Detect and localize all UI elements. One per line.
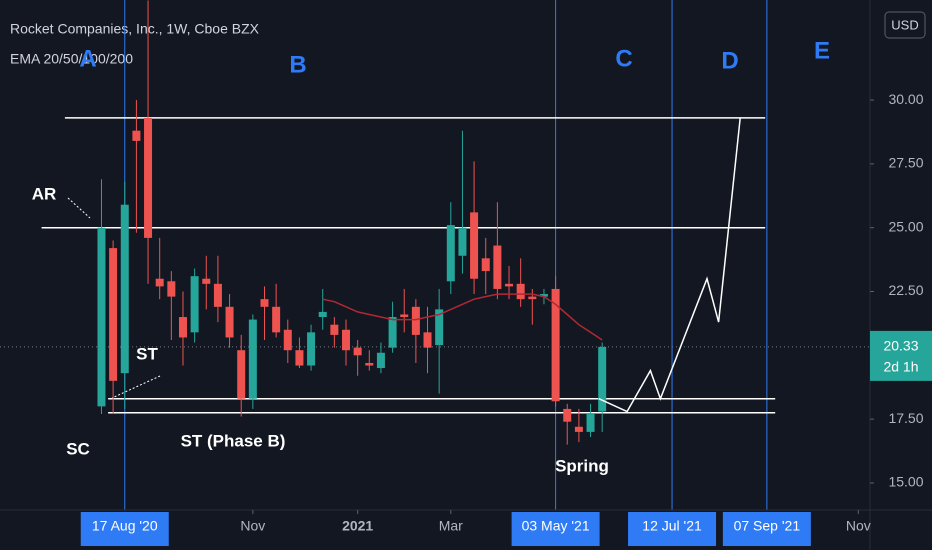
- annotation: C: [615, 45, 632, 72]
- candle-body: [376, 352, 385, 369]
- annotation: B: [289, 51, 306, 78]
- annotation: SC: [66, 439, 90, 458]
- candle-body: [318, 311, 327, 318]
- candle-body: [342, 329, 351, 351]
- x-tick-label: 12 Jul '21: [642, 518, 702, 534]
- candle-body: [237, 350, 246, 399]
- candle-body: [458, 227, 467, 256]
- currency-button[interactable]: [884, 11, 926, 39]
- candle-body: [260, 299, 269, 307]
- candle-body: [225, 306, 234, 338]
- y-tick-label: 15.00: [888, 474, 923, 490]
- y-tick-label: 25.00: [888, 218, 923, 234]
- x-tick-highlight: [80, 512, 169, 546]
- candle-body: [411, 306, 420, 335]
- x-tick-label: Nov: [240, 518, 265, 534]
- last-price-box: [870, 330, 932, 381]
- candle-body: [190, 276, 199, 333]
- candle-body: [435, 309, 444, 346]
- candle-body: [248, 319, 257, 399]
- annotation: D: [721, 47, 738, 74]
- candle-body: [213, 283, 222, 307]
- candle-body: [481, 258, 490, 272]
- candle-body: [120, 204, 129, 374]
- candle-body: [167, 281, 176, 297]
- candle-body: [598, 346, 607, 412]
- candle-body: [516, 283, 525, 300]
- x-tick-label: 07 Sep '21: [734, 518, 801, 534]
- countdown-label: 2d 1h: [883, 359, 918, 375]
- candle-body: [109, 248, 118, 381]
- x-tick-label: 17 Aug '20: [92, 518, 158, 534]
- x-tick-label: Mar: [439, 518, 463, 534]
- candle-body: [400, 314, 409, 318]
- annotation: E: [814, 37, 830, 64]
- annotation-pointer: [111, 375, 161, 399]
- candle-body: [132, 130, 141, 141]
- indicator-label: EMA 20/50/100/200: [10, 51, 133, 67]
- candle-body: [563, 408, 572, 422]
- candle-body: [574, 426, 583, 432]
- chart-title: Rocket Companies, Inc., 1W, Cboe BZX: [10, 21, 260, 37]
- candle-body: [283, 329, 292, 351]
- candle-body: [423, 332, 432, 348]
- candle-body: [388, 317, 397, 348]
- candle-body: [330, 324, 339, 335]
- y-tick-label: 22.50: [888, 282, 923, 298]
- x-tick-highlight: [628, 512, 717, 546]
- annotation: Spring: [555, 456, 609, 475]
- candle-body: [539, 294, 548, 297]
- candle-body: [155, 278, 164, 287]
- candle-body: [365, 362, 374, 366]
- candle-body: [528, 296, 537, 300]
- candle-body: [272, 306, 281, 333]
- projection-line: [598, 117, 741, 413]
- x-tick-label: Nov: [846, 518, 871, 534]
- candle-body: [97, 227, 106, 407]
- candle-body: [353, 347, 362, 356]
- last-price-label: 20.33: [883, 338, 918, 354]
- annotation: ST (Phase B): [181, 431, 286, 450]
- candle-body: [202, 278, 211, 284]
- annotation: A: [79, 45, 96, 72]
- candle-body: [307, 332, 316, 366]
- candle-body: [470, 212, 479, 279]
- x-tick-highlight: [511, 512, 600, 546]
- ema-line: [322, 293, 603, 341]
- annotation: ST: [136, 344, 158, 363]
- candle-body: [446, 225, 455, 282]
- candle-body: [505, 283, 514, 287]
- x-tick-label: 2021: [342, 518, 373, 534]
- x-tick-label: 03 May '21: [522, 518, 590, 534]
- candle-body: [144, 117, 153, 238]
- candle-body: [295, 350, 304, 366]
- candle-body: [586, 414, 595, 432]
- y-tick-label: 17.50: [888, 410, 923, 426]
- currency-label[interactable]: USD: [891, 17, 918, 32]
- x-tick-highlight: [722, 512, 811, 546]
- annotation: AR: [32, 184, 57, 203]
- candle-body: [551, 288, 560, 402]
- y-tick-label: 30.00: [888, 91, 923, 107]
- annotation-pointer: [67, 197, 91, 219]
- y-tick-label: 27.50: [888, 155, 923, 171]
- candle-body: [178, 317, 187, 338]
- candle-body: [493, 245, 502, 289]
